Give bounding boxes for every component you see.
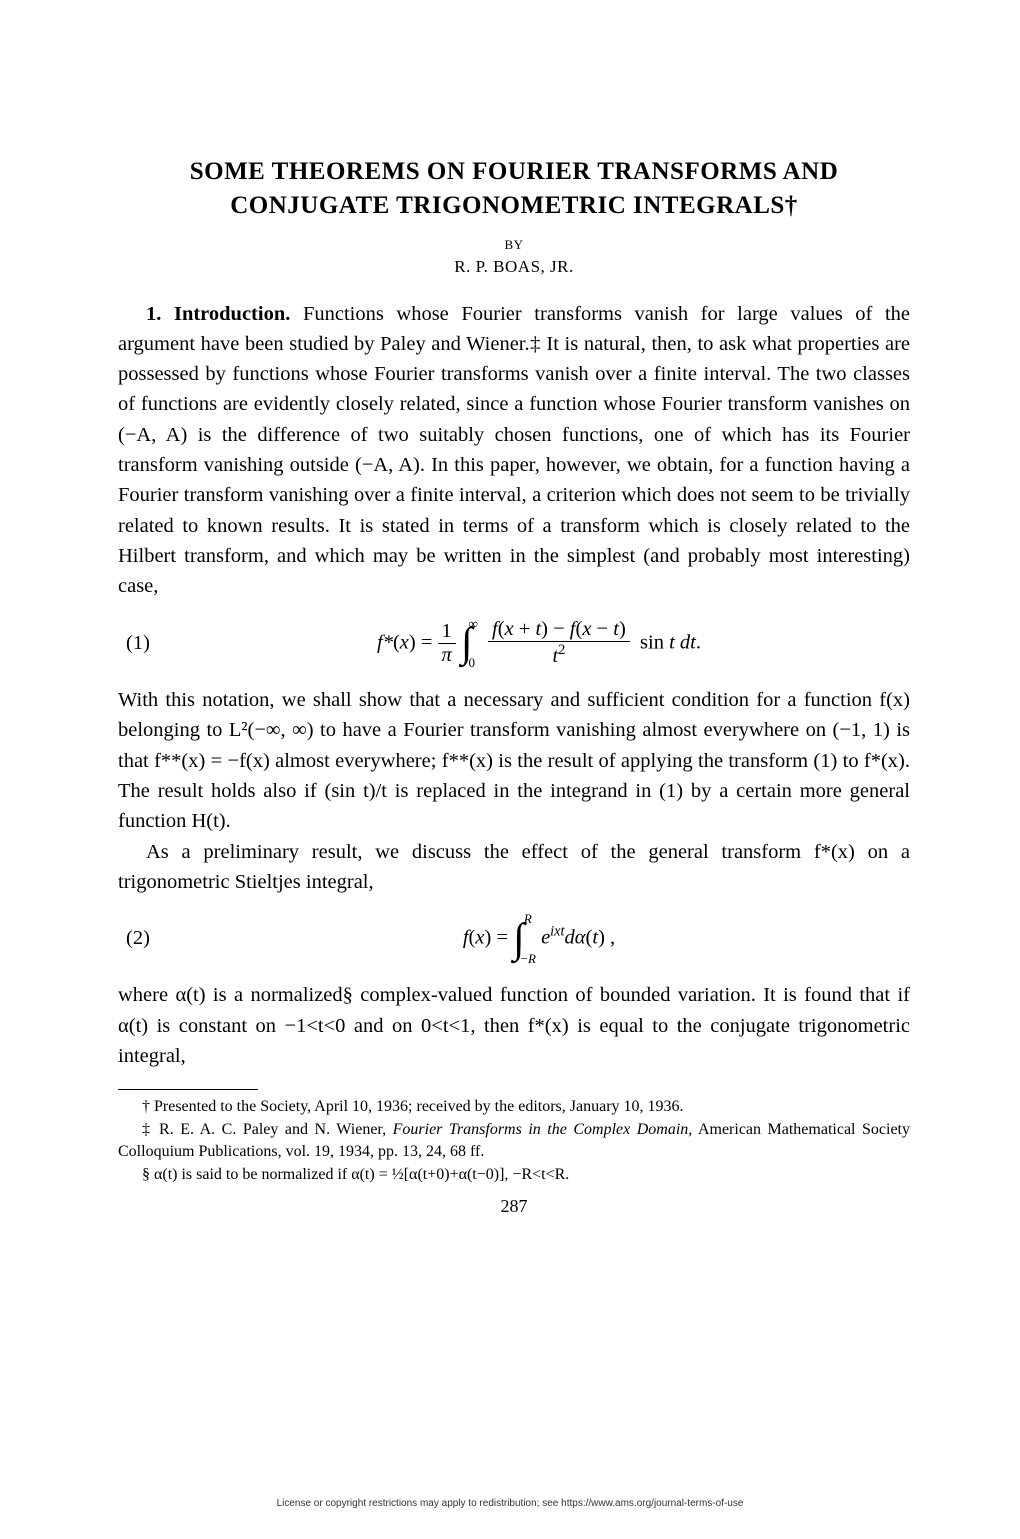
footnote-2: ‡ R. E. A. C. Paley and N. Wiener, Fouri… [118,1119,910,1164]
license-notice: License or copyright restrictions may ap… [0,1498,1020,1509]
footnote-divider [118,1089,258,1090]
equation-2: (2) f(x) = ∫ R−R eixtdα(t) , [118,911,910,966]
paper-title: SOME THEOREMS ON FOURIER TRANSFORMS AND … [118,155,910,223]
eq1-body: f*(x) = 1π ∫∞0 f(x + t) − f(x − t)t2 sin… [168,616,910,671]
by-line: BY [118,237,910,253]
para1-text: Functions whose Fourier transforms vanis… [118,303,910,598]
para3-text: As a preliminary result, we discuss the … [118,837,910,898]
page-number: 287 [118,1196,910,1217]
footnote-1: † Presented to the Society, April 10, 19… [118,1096,910,1118]
footnote-3: § α(t) is said to be normalized if α(t) … [118,1164,910,1186]
eq2-number: (2) [118,927,168,950]
para2-text: With this notation, we shall show that a… [118,685,910,837]
footnote2-b: Fourier Transforms in the Complex Domain… [393,1121,693,1138]
author-name: R. P. BOAS, JR. [118,257,910,277]
intro-paragraph: 1. Introduction. Functions whose Fourier… [118,299,910,602]
footnote2-a: ‡ R. E. A. C. Paley and N. Wiener, [142,1121,393,1138]
eq2-body: f(x) = ∫ R−R eixtdα(t) , [168,911,910,966]
section-number: 1. Introduction. [146,303,290,325]
equation-1: (1) f*(x) = 1π ∫∞0 f(x + t) − f(x − t)t2… [118,616,910,671]
eq1-number: (1) [118,632,168,655]
para4-text: where α(t) is a normalized§ complex-valu… [118,980,910,1071]
